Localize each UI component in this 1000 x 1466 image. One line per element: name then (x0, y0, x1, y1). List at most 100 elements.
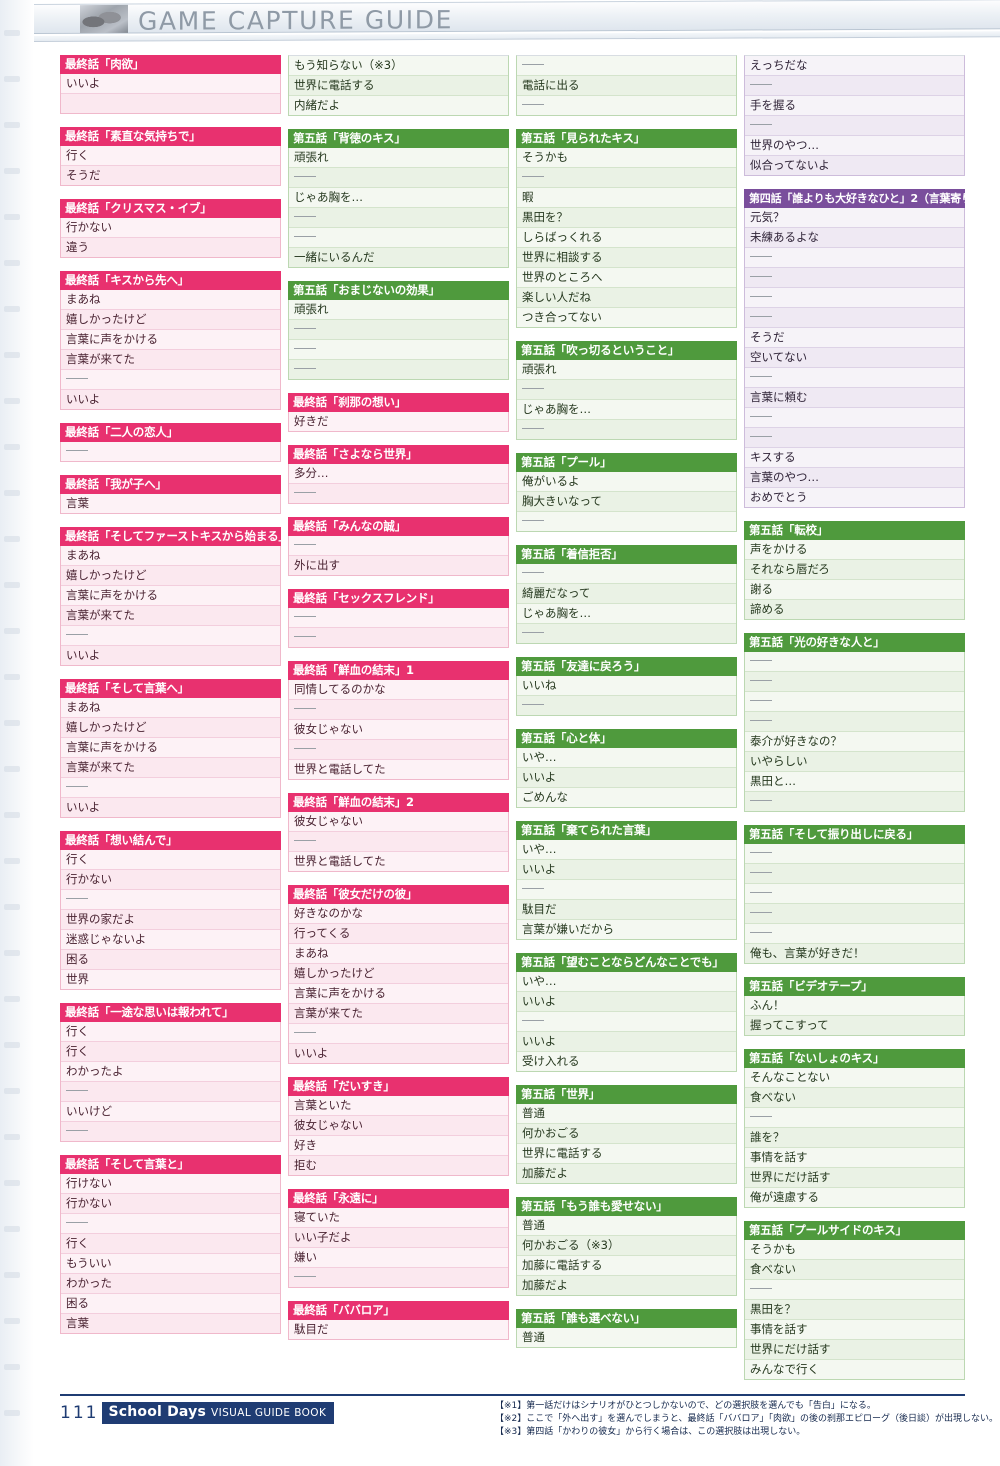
choice-block: 最終話「ババロア」 駄目だ (288, 1301, 509, 1340)
choice-row: 言葉のやつ… (745, 468, 964, 488)
book-title: School Days (108, 1404, 207, 1420)
choice-block-title: 第五話「心と体」 (516, 729, 737, 748)
choice-row: 事情を話す (745, 1320, 964, 1340)
spine-dot (4, 904, 20, 910)
choice-list: 普通 何かおごる 世界に電話する 加藤だよ (516, 1104, 737, 1184)
no-choice-dash-icon (522, 632, 544, 633)
choice-row: 彼女じゃない (289, 720, 508, 740)
choice-row: 楽しい人だね (517, 288, 736, 308)
choice-row: いい子だよ (289, 1228, 508, 1248)
choice-row: じゃあ胸を… (289, 188, 508, 208)
choice-block-title: 第五話「プールサイドのキス」 (744, 1221, 965, 1240)
choice-row: もう知らない（※3） (289, 56, 508, 76)
choice-row (745, 652, 964, 672)
choice-row: 違う (61, 238, 280, 257)
choice-row: いいよ (517, 1032, 736, 1052)
choice-row: 好きなのかな (289, 904, 508, 924)
choice-block: 最終話「そして言葉へ」 まあね 嬉しかったけど 言葉に声をかける 言葉が来てた いいよ (60, 679, 281, 818)
choice-row: 加藤だよ (517, 1276, 736, 1295)
choice-list: 普通 何かおごる（※3） 加藤に電話する 加藤だよ (516, 1216, 737, 1296)
page-spine (0, 0, 34, 1466)
choice-block: 最終話「さよなら世界」 多分… (288, 445, 509, 504)
choice-row (61, 94, 280, 113)
choice-row: ごめんな (517, 788, 736, 807)
choice-row: 好き (289, 1136, 508, 1156)
choice-row (517, 696, 736, 715)
choice-row: 駄目だ (289, 1320, 508, 1339)
choice-row: 事情を話す (745, 1148, 964, 1168)
choice-list: 行けない 行かない 行く もういい わかった 困る 言葉 (60, 1174, 281, 1334)
choice-list: 綺麗だなって じゃあ胸を… (516, 564, 737, 644)
choice-row: みんなで行く (745, 1360, 964, 1379)
choice-row: 黒田を？ (745, 1300, 964, 1320)
no-choice-dash-icon (66, 1222, 88, 1223)
choice-list: いや… いいよ いいよ 受け入れる (516, 972, 737, 1072)
choice-block: 最終話「一途な思いは報われて」 行く 行く わかったよ いいけど (60, 1003, 281, 1142)
choice-block-title: 第五話「世界」 (516, 1085, 737, 1104)
choice-block: 最終話「肉欲」 いいよ (60, 55, 281, 114)
no-choice-dash-icon (750, 912, 772, 913)
choice-row: 行ってくる (289, 924, 508, 944)
choice-row: 行く (61, 1022, 280, 1042)
choice-list: 普通 (516, 1328, 737, 1348)
choice-row: まあね (289, 944, 508, 964)
block-gap (288, 576, 509, 589)
choice-block-title: 最終話「二人の恋人」 (60, 423, 281, 442)
no-choice-dash-icon (522, 520, 544, 521)
choice-row (61, 626, 280, 646)
choice-row (289, 484, 508, 503)
choice-block: 第五話「背徳のキス」 頑張れ じゃあ胸を… 一緒にいるんだ (288, 129, 509, 268)
choice-list: 多分… (288, 464, 509, 504)
choice-row: 世界にだけ話す (745, 1340, 964, 1360)
choice-row: 言葉が来てた (61, 350, 280, 370)
choice-list: 言葉といた 彼女じゃない 好き 拒む (288, 1096, 509, 1176)
choice-row (745, 1108, 964, 1128)
choice-list: 駄目だ (288, 1320, 509, 1340)
choice-row (745, 408, 964, 428)
block-gap (288, 648, 509, 661)
choice-block: 最終話「そして言葉と」 行けない 行かない 行く もういい わかった 困る 言葉 (60, 1155, 281, 1334)
block-gap (744, 1380, 965, 1393)
block-gap (60, 818, 281, 831)
choice-row: 黒田と… (745, 772, 964, 792)
choice-block: 第五話「プール」 俺がいるよ 胸大きいなって (516, 453, 737, 532)
spine-dot (4, 1364, 20, 1370)
no-choice-dash-icon (522, 176, 544, 177)
choice-row: 行く (61, 1042, 280, 1062)
choice-block-title: 最終話「鮮血の結末」2 (288, 793, 509, 812)
choice-row: いいよ (61, 646, 280, 665)
choice-row (745, 248, 964, 268)
choice-row: 彼女じゃない (289, 1116, 508, 1136)
choice-block: 第五話「望むことならどんなことでも」 いや… いいよ いいよ 受け入れる (516, 953, 737, 1072)
choice-row: 行かない (61, 1194, 280, 1214)
no-choice-dash-icon (750, 316, 772, 317)
choice-row: いや… (517, 972, 736, 992)
page-header: GAME CAPTURE GUIDE (34, 0, 1000, 46)
choice-block-title: 最終話「さよなら世界」 (288, 445, 509, 464)
choice-row: 俺がいるよ (517, 472, 736, 492)
choice-row (745, 116, 964, 136)
choice-row: 俺が遠慮する (745, 1188, 964, 1207)
choice-row: 黒田を？ (517, 208, 736, 228)
choice-row: 何かおごる（※3） (517, 1236, 736, 1256)
choice-row (517, 564, 736, 584)
choice-row (289, 536, 508, 556)
footnote: 【※3】第四話「かわりの彼女」から行く場合は、この選択肢は出現しない。 (495, 1427, 806, 1437)
choice-block: 最終話「キスから先へ」 まあね 嬉しかったけど 言葉に声をかける 言葉が来てた いいよ (60, 271, 281, 410)
choice-list: 頑張れ じゃあ胸を… (516, 360, 737, 440)
block-gap (288, 1288, 509, 1301)
spine-dot (4, 444, 20, 450)
choice-row: いいよ (517, 768, 736, 788)
choice-row: つき合ってない (517, 308, 736, 327)
choice-row: 行く (61, 146, 280, 166)
choice-row: 行かない (61, 218, 280, 238)
choice-row: いや… (517, 748, 736, 768)
no-choice-dash-icon (294, 328, 316, 329)
block-gap (288, 116, 509, 129)
choice-list (60, 442, 281, 462)
no-choice-dash-icon (294, 708, 316, 709)
choice-block-title: 最終話「一途な思いは報われて」 (60, 1003, 281, 1022)
choice-row: 頑張れ (289, 300, 508, 320)
choice-block: 第四話「誰よりも大好きなひと」2（言葉寄り） 元気？ 未練あるよな そうだ 空いてない言… (744, 189, 965, 508)
choice-block: 第五話「おまじないの効果」 頑張れ (288, 281, 509, 380)
